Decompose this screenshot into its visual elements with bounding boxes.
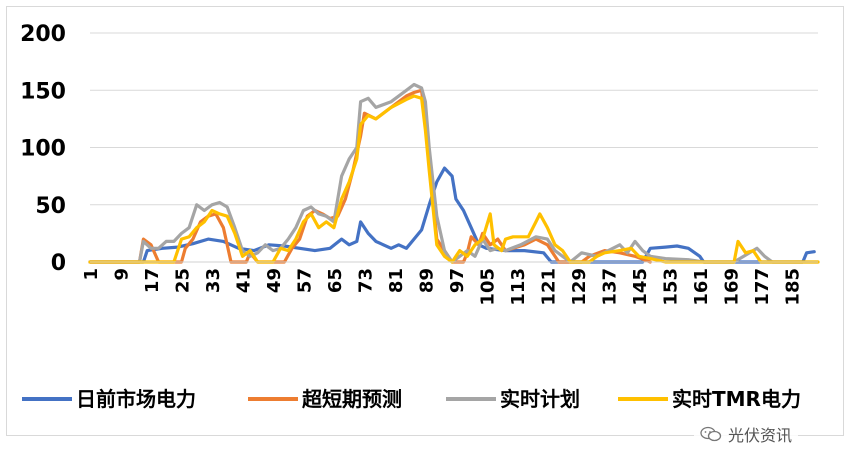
x-tick-label: 1 <box>81 268 102 281</box>
x-tick-label: 65 <box>325 268 346 293</box>
x-tick-label: 113 <box>508 268 529 306</box>
legend-label-3: 实时TMR电力 <box>672 387 801 411</box>
x-tick-label: 129 <box>569 268 590 306</box>
series-line-2 <box>88 82 820 264</box>
watermark-text: 光伏资讯 <box>728 426 793 445</box>
x-tick-label: 73 <box>355 268 376 293</box>
x-tick-label: 169 <box>721 268 742 306</box>
x-tick-label: 185 <box>782 268 803 306</box>
x-tick-label: 153 <box>660 268 681 306</box>
x-tick-label: 49 <box>264 268 285 293</box>
y-tick-label: 0 <box>51 251 66 276</box>
x-tick-label: 97 <box>447 268 468 293</box>
x-tick-label: 105 <box>477 268 498 306</box>
x-tick-label: 137 <box>599 268 620 306</box>
legend-label-2: 实时计划 <box>500 387 580 411</box>
x-tick-label: 41 <box>233 268 254 293</box>
x-tick-label: 161 <box>691 268 712 306</box>
x-tick-label: 177 <box>752 268 773 306</box>
x-tick-label: 17 <box>142 268 163 293</box>
y-axis-ticks: 0 50 100 150 200 <box>20 22 66 276</box>
y-tick-label: 50 <box>35 194 66 219</box>
x-tick-label: 89 <box>416 268 437 293</box>
series-line-0 <box>88 166 816 264</box>
legend: 日前市场电力 超短期预测 实时计划 实时TMR电力 <box>22 387 801 411</box>
series-line-3 <box>88 94 820 264</box>
x-tick-label: 145 <box>630 268 651 306</box>
legend-label-0: 日前市场电力 <box>76 387 196 411</box>
legend-label-1: 超短期预测 <box>301 387 402 411</box>
x-tick-label: 25 <box>172 268 193 293</box>
y-tick-label: 150 <box>20 79 66 104</box>
series-lines <box>88 82 820 264</box>
wechat-icon <box>700 426 722 442</box>
watermark: 光伏资讯 <box>694 420 799 448</box>
y-tick-label: 100 <box>20 137 66 162</box>
x-axis-ticks: 1 9 17 25 33 41 49 57 65 73 81 89 97 105 113 121 129 137 1… <box>81 268 803 306</box>
x-tick-label: 57 <box>294 268 315 293</box>
x-tick-label: 121 <box>538 268 559 306</box>
x-tick-label: 9 <box>111 268 132 281</box>
x-tick-label: 81 <box>386 268 407 293</box>
y-tick-label: 200 <box>20 22 66 47</box>
x-tick-label: 33 <box>203 268 224 293</box>
